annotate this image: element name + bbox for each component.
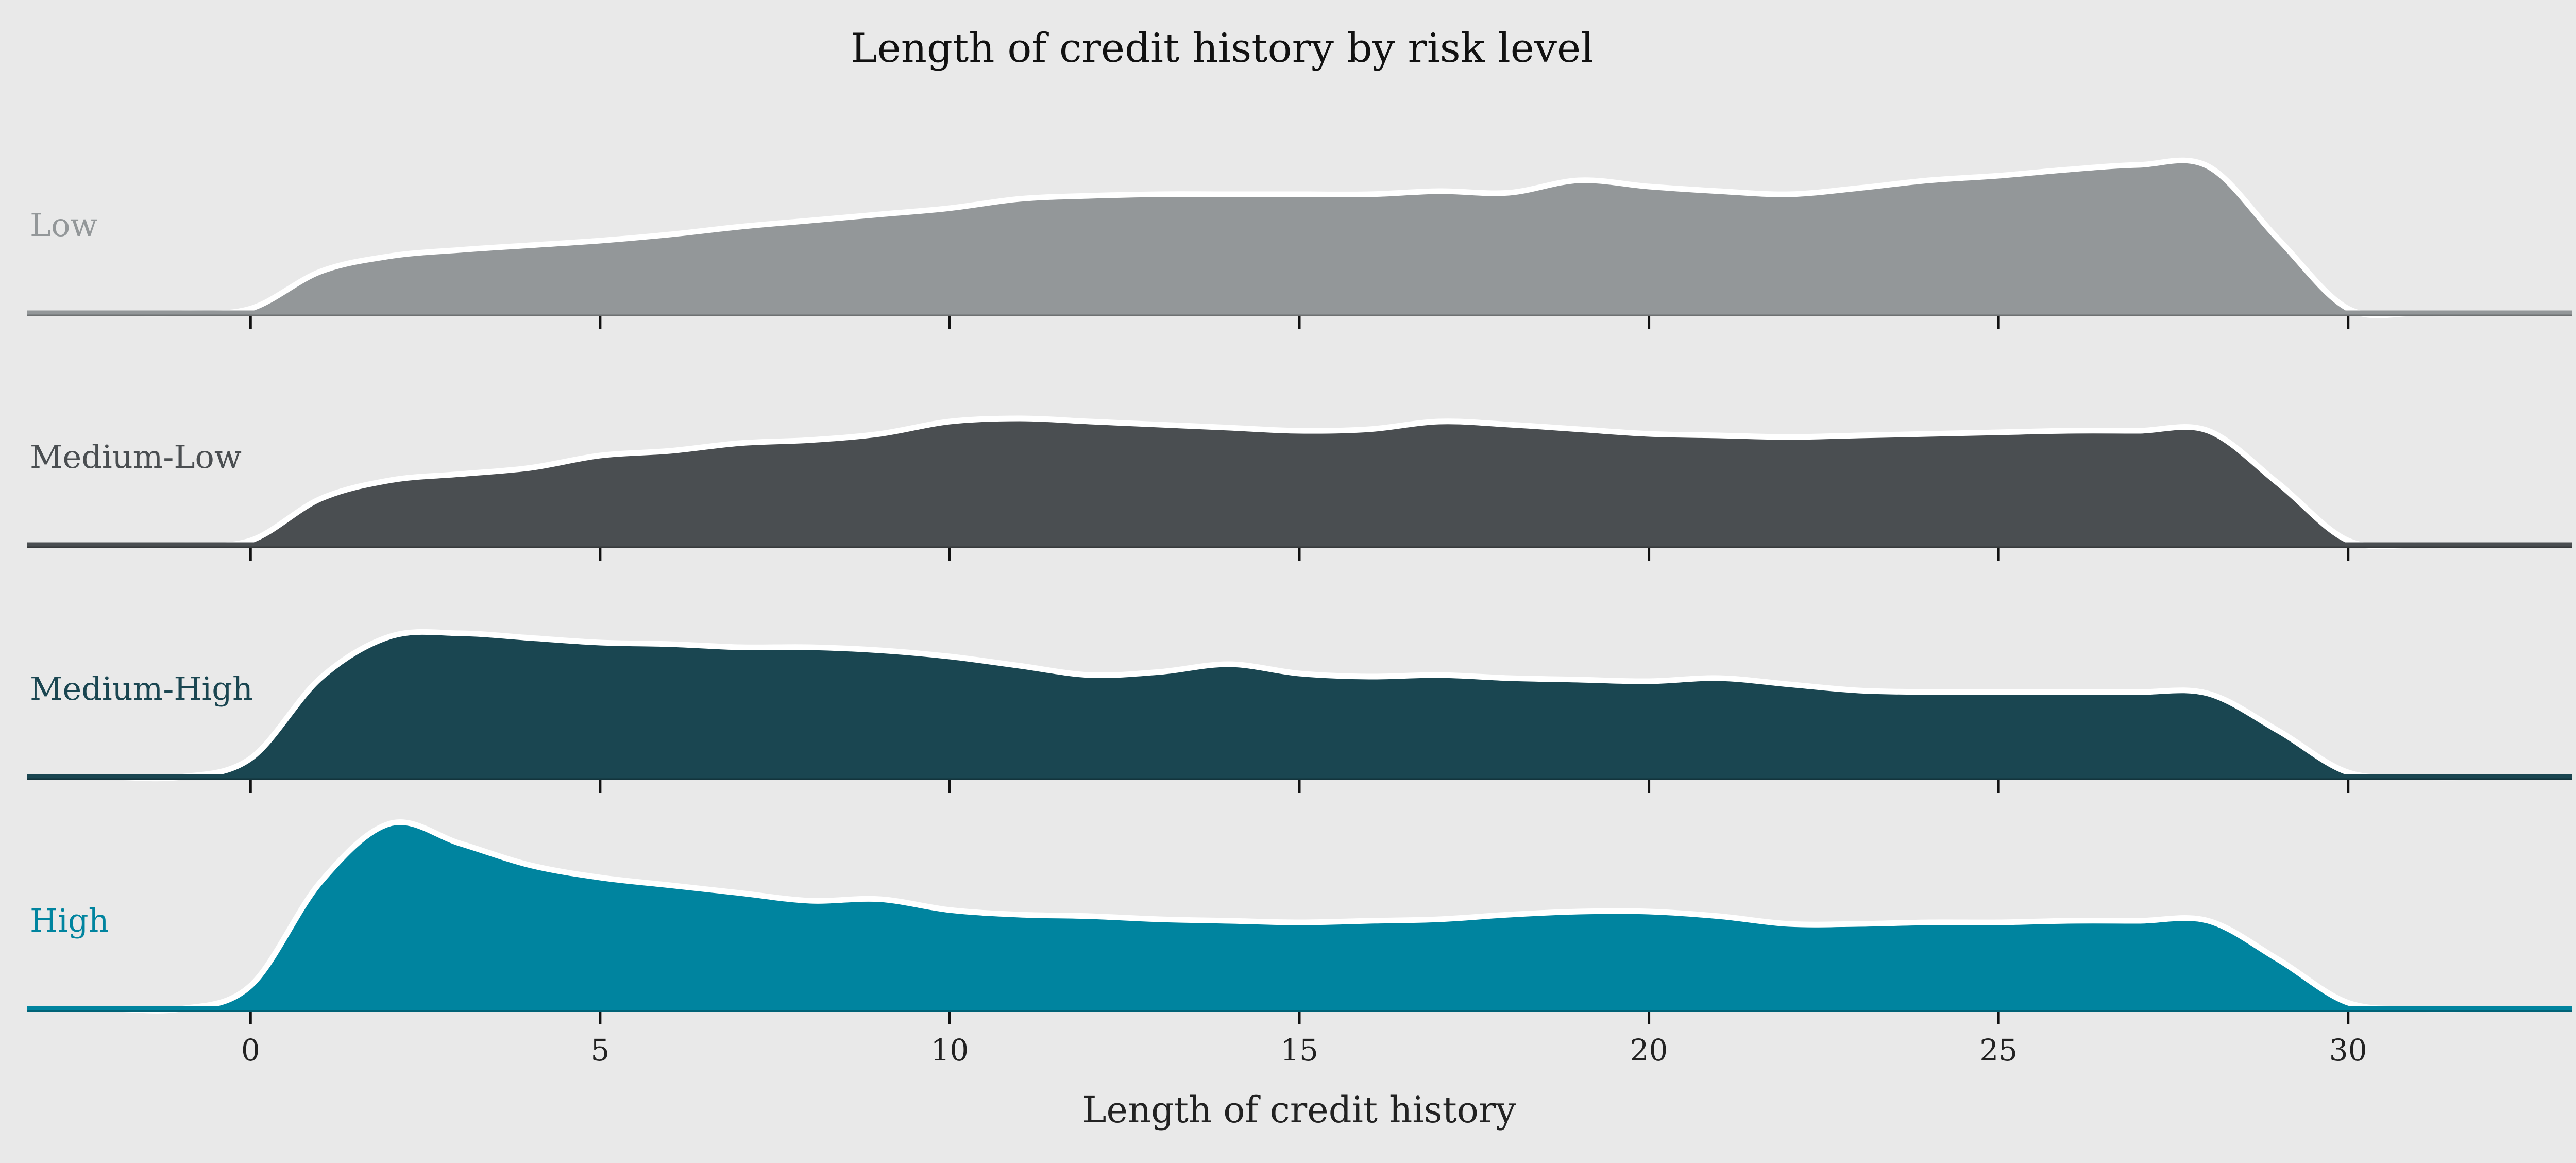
ridge-medium-high: Medium-High — [27, 629, 2572, 793]
ridge-low: Low — [27, 157, 2572, 329]
x-tick-label: 0 — [241, 1033, 260, 1068]
chart-title: Length of credit history by risk level — [851, 25, 1594, 72]
x-tick-label: 20 — [1630, 1033, 1668, 1068]
series-area-medium-low — [41, 418, 2558, 547]
ridge-high: High — [27, 819, 2572, 1024]
series-outline-high — [38, 819, 2561, 1014]
row-label-medium-high: Medium-High — [30, 670, 253, 707]
series-area-medium-high — [41, 632, 2558, 779]
series-outline-medium-low — [38, 415, 2561, 549]
x-tick-label: 25 — [1979, 1033, 2018, 1068]
x-tick-label: 10 — [931, 1033, 969, 1068]
series-area-high — [41, 822, 2558, 1011]
series-outline-low — [38, 157, 2561, 318]
series-outline-medium-high — [38, 629, 2561, 782]
x-tick-label: 5 — [590, 1033, 609, 1068]
row-label-low: Low — [30, 206, 98, 244]
ridge-medium-low: Medium-Low — [27, 415, 2572, 561]
ridges: Low Medium-Low Medium-High High 0 5 10 15 20 25 30 — [27, 157, 2572, 1068]
series-area-low — [41, 160, 2558, 316]
row-label-medium-low: Medium-Low — [30, 438, 242, 476]
x-tick-label: 30 — [2329, 1033, 2367, 1068]
x-tick-label: 15 — [1280, 1033, 1318, 1068]
row-label-high: High — [30, 902, 109, 939]
x-axis-label: Length of credit history — [1082, 1089, 1516, 1131]
